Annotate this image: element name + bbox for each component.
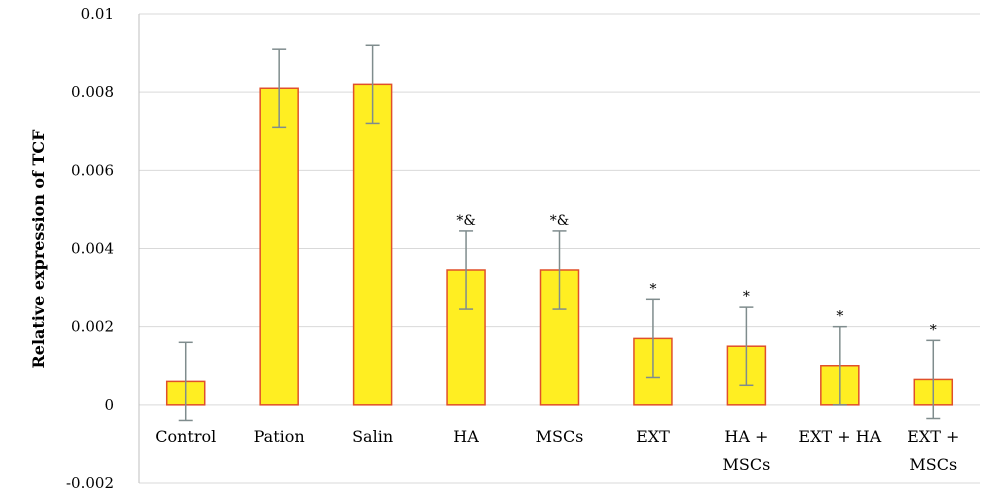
y-tick-labels: -0.002 0 0.002 0.004 0.006 0.008 0.01 <box>66 5 114 492</box>
category-label: Salin <box>352 427 393 446</box>
significance-label: *& <box>456 213 475 229</box>
category-label: HA + MSCs <box>722 427 770 474</box>
category-label: EXT + MSCs <box>907 427 959 474</box>
category-label-line: Pation <box>254 427 305 446</box>
y-tick-label: -0.002 <box>66 474 114 492</box>
y-tick-label: 0.008 <box>71 83 114 101</box>
category-label-line: Salin <box>352 427 393 446</box>
y-tick-label: 0.004 <box>71 240 114 258</box>
category-label: MSCs <box>536 427 584 446</box>
significance-label: * <box>743 289 750 305</box>
significance-label: * <box>836 309 843 325</box>
category-label-line: HA <box>453 427 479 446</box>
y-tick-label: 0.01 <box>81 5 114 23</box>
category-label: EXT + HA <box>798 427 881 446</box>
category-label-line: Control <box>155 427 216 446</box>
y-tick-label: 0.002 <box>71 318 114 336</box>
category-label-line: EXT + <box>907 427 959 446</box>
category-label-line: HA + <box>724 427 768 446</box>
category-label: EXT <box>636 427 670 446</box>
bar <box>259 87 299 406</box>
category-label-line: MSCs <box>536 427 584 446</box>
bar <box>352 83 393 406</box>
category-label-line: MSCs <box>722 455 770 474</box>
category-label: Control <box>155 427 216 446</box>
category-label-line: EXT + HA <box>798 427 881 446</box>
category-label-line: MSCs <box>909 455 957 474</box>
y-tick-label: 0.006 <box>71 161 114 179</box>
y-axis-label: Relative expression of TCF <box>29 129 48 369</box>
significance-labels: *& *& * * * * <box>456 213 936 338</box>
significance-label: * <box>930 322 937 338</box>
significance-label: *& <box>550 213 569 229</box>
significance-label: * <box>649 281 656 297</box>
category-label: Pation <box>254 427 305 446</box>
y-tick-label: 0 <box>104 396 114 414</box>
error-bars <box>178 44 941 422</box>
category-label-line: EXT <box>636 427 670 446</box>
category-label: HA <box>453 427 479 446</box>
